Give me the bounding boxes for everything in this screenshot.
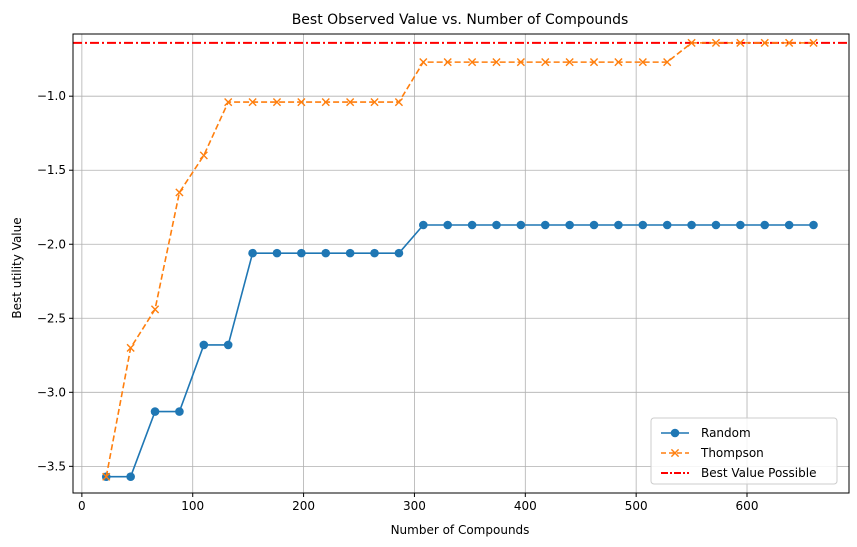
random-point — [565, 220, 574, 230]
random-point — [297, 248, 306, 258]
legend-box — [650, 417, 838, 485]
thompson-point — [175, 188, 184, 197]
thompson-point — [126, 343, 135, 352]
thompson-point — [224, 98, 233, 107]
random-point — [443, 220, 452, 230]
random-point — [419, 220, 428, 230]
thompson-point — [297, 98, 306, 107]
thompson-point — [419, 58, 428, 67]
thompson-point — [785, 38, 794, 47]
thompson-point — [736, 38, 745, 47]
thompson-point — [663, 58, 672, 67]
random-point — [662, 220, 672, 230]
thompson-point — [516, 58, 525, 67]
random-point — [467, 220, 477, 230]
thompson-point — [492, 58, 501, 67]
series-thompson — [102, 38, 818, 481]
random-point — [516, 220, 526, 230]
chart-title: Best Observed Value vs. Number of Compou… — [292, 12, 629, 28]
random-point — [370, 248, 379, 258]
legend-label: Thompson — [700, 446, 764, 460]
x-tick-label: 300 — [403, 499, 426, 513]
y-tick-label: −2.5 — [37, 311, 66, 325]
x-tick-label: 0 — [78, 499, 86, 513]
legend-marker — [670, 428, 680, 438]
legend-item-random: Random — [661, 426, 751, 440]
thompson-point — [467, 58, 477, 67]
thompson-point — [394, 98, 404, 107]
random-point — [760, 220, 770, 230]
random-point — [687, 220, 696, 230]
random-point — [199, 340, 209, 350]
random-point — [784, 220, 794, 230]
x-tick-label: 500 — [625, 499, 648, 513]
legend-marker — [670, 448, 680, 458]
random-point — [638, 220, 648, 230]
x-tick-label: 400 — [514, 499, 537, 513]
thompson-line — [105, 42, 814, 477]
y-tick-label: −2.0 — [37, 237, 66, 251]
y-tick-label: −1.0 — [37, 89, 66, 103]
thompson-point — [272, 98, 282, 107]
random-point — [345, 248, 355, 258]
thompson-point — [711, 38, 721, 47]
thompson-point — [248, 98, 257, 107]
thompson-point — [589, 58, 599, 67]
random-point — [321, 248, 331, 258]
random-point — [614, 220, 623, 230]
thompson-point — [565, 58, 574, 67]
thompson-point — [541, 58, 550, 67]
random-point — [126, 472, 135, 482]
y-tick-label: −3.5 — [37, 459, 66, 473]
random-point — [175, 407, 184, 416]
random-point — [540, 220, 550, 230]
thompson-point — [102, 472, 111, 481]
y-axis-label: Best utility Value — [10, 217, 24, 318]
x-tick-label: 100 — [181, 499, 204, 513]
random-point — [223, 340, 233, 350]
random-point — [150, 407, 160, 416]
y-tick-label: −3.0 — [37, 385, 66, 399]
random-point — [809, 220, 818, 230]
y-tick-label: −1.5 — [37, 163, 66, 177]
random-point — [394, 248, 404, 258]
series-random — [101, 220, 818, 482]
series-layer — [101, 38, 818, 482]
x-tick-label: 600 — [736, 499, 759, 513]
thompson-point — [638, 58, 647, 67]
random-point — [711, 220, 721, 230]
thompson-point — [346, 98, 355, 107]
thompson-point — [809, 38, 818, 47]
random-point — [589, 220, 599, 230]
ticks: 0 100 200 300 400 500 600 −3.5 −3.0 −2.5 −2.0 −1.5 −… — [37, 89, 759, 513]
thompson-point — [370, 98, 379, 107]
thompson-point — [687, 38, 696, 47]
thompson-point — [321, 98, 330, 107]
random-point — [736, 220, 745, 230]
plot-frame — [72, 33, 850, 494]
thompson-point — [443, 58, 452, 67]
random-point — [272, 248, 282, 258]
legend-label: Random — [701, 426, 751, 440]
x-axis-label: Number of Compounds — [391, 523, 530, 537]
thompson-point — [199, 151, 208, 160]
random-point — [248, 248, 257, 258]
legend-item-best-value-possible: Best Value Possible — [661, 466, 816, 480]
thompson-point — [614, 58, 623, 67]
thompson-point — [150, 305, 160, 314]
legend-label: Best Value Possible — [701, 466, 816, 480]
legend: Random Thompson Best Value Possible — [650, 417, 838, 485]
legend-item-thompson: Thompson — [661, 446, 764, 460]
random-point — [492, 220, 501, 230]
grid — [73, 34, 849, 493]
x-tick-label: 200 — [292, 499, 315, 513]
thompson-point — [760, 38, 769, 47]
